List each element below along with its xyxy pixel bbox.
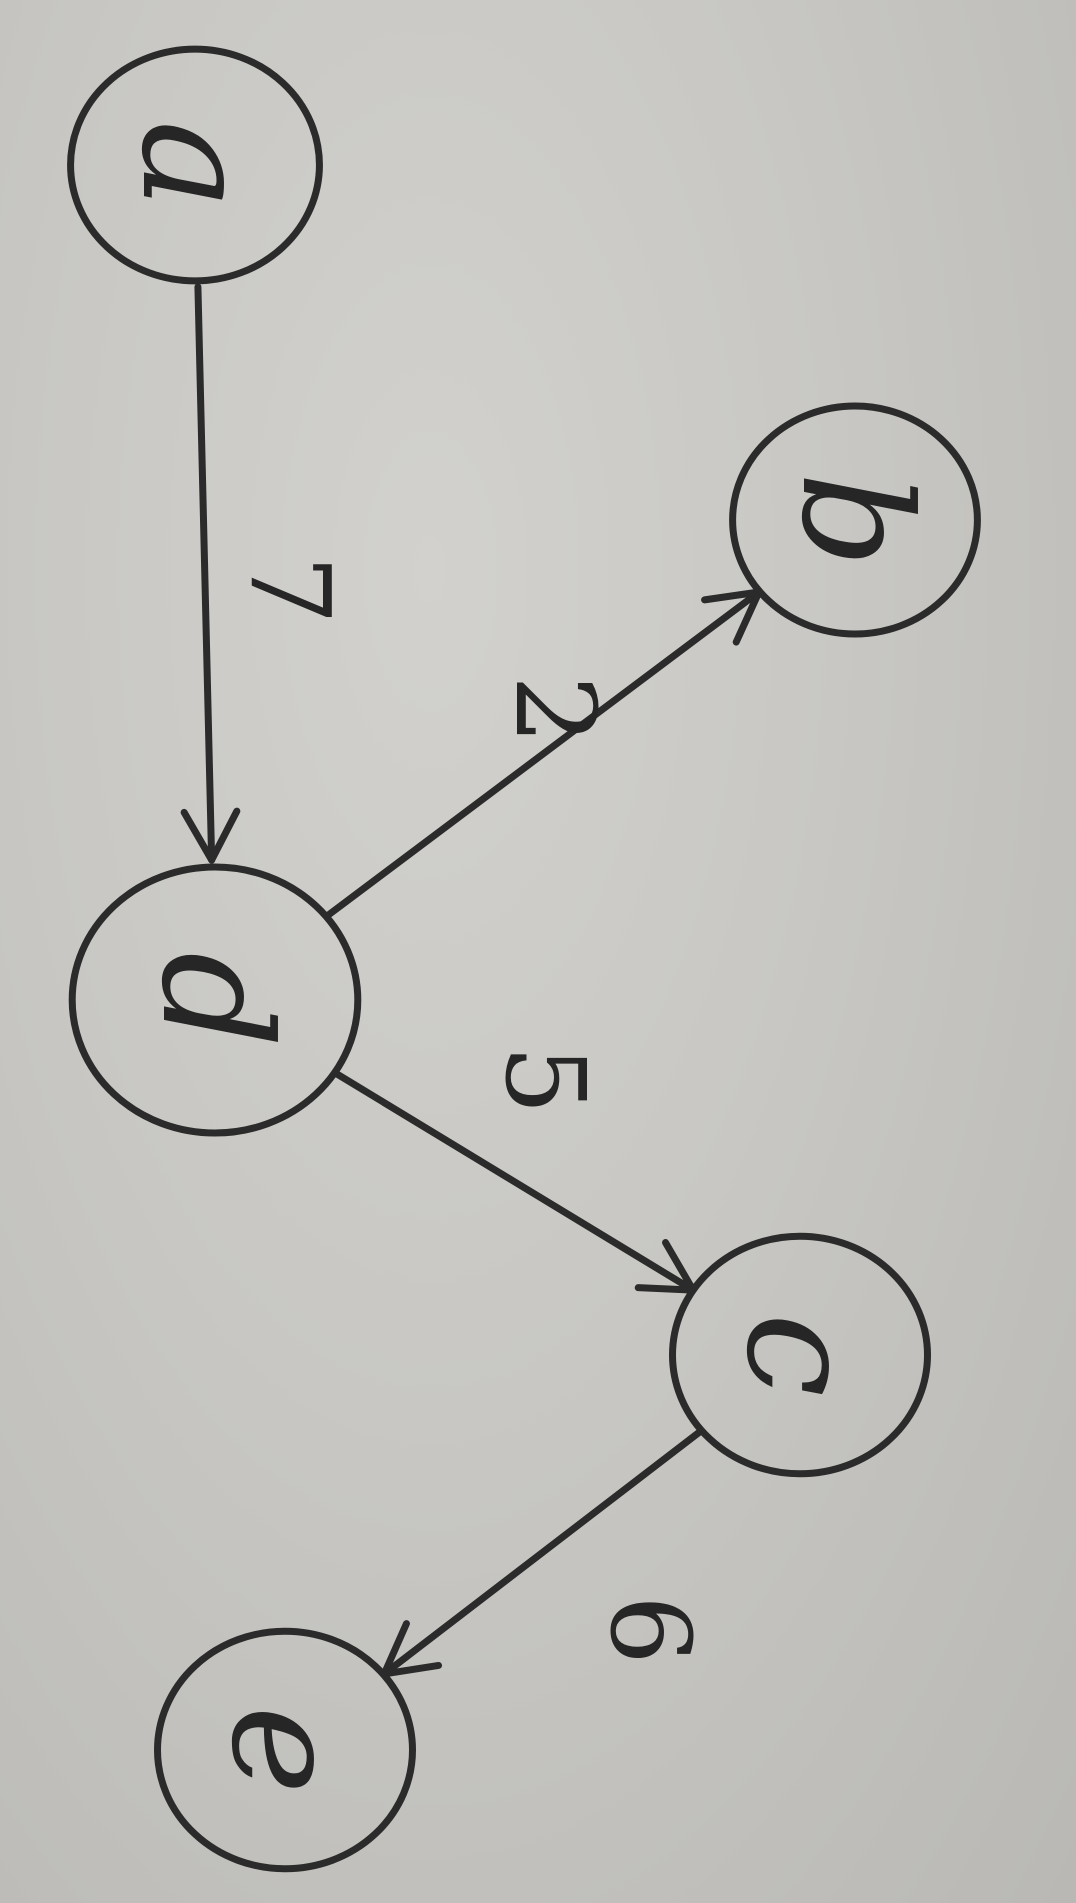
- node-label-b: b: [768, 472, 942, 568]
- edge-line-a-d: [194, 283, 216, 864]
- node-c: c: [669, 1232, 931, 1478]
- edge-weight-c-e: 6: [586, 1595, 714, 1665]
- node-circle-a: [67, 45, 323, 285]
- edge-weight-d-c: 5: [481, 1045, 609, 1115]
- node-label-e: e: [198, 1706, 372, 1795]
- node-circle-c: [669, 1232, 931, 1478]
- node-circle-e: [154, 1627, 416, 1873]
- edge-weight-d-b: 2: [491, 675, 619, 745]
- node-a: a: [67, 45, 323, 285]
- edge-c-e: 6: [380, 1427, 714, 1678]
- edge-line-d-c: [331, 1069, 697, 1294]
- node-label-d: d: [128, 952, 302, 1048]
- node-circle-b: [729, 402, 981, 638]
- edge-d-b: 2: [323, 588, 763, 920]
- edge-line-d-b: [323, 588, 763, 920]
- edge-a-d: 7: [180, 283, 354, 864]
- node-circle-d: [68, 863, 362, 1137]
- arrow-head-icon: [180, 807, 241, 864]
- edge-line-c-e: [380, 1427, 705, 1678]
- edges-layer: 7 2 5 6: [180, 283, 763, 1678]
- edge-d-c: 5: [331, 1045, 697, 1294]
- node-d: d: [68, 863, 362, 1137]
- node-b: b: [729, 402, 981, 638]
- node-e: e: [154, 1627, 416, 1873]
- edge-weight-a-d: 7: [226, 555, 354, 625]
- node-label-c: c: [713, 1313, 887, 1397]
- nodes-layer: a d b c e: [67, 45, 981, 1873]
- node-label-a: a: [108, 120, 282, 209]
